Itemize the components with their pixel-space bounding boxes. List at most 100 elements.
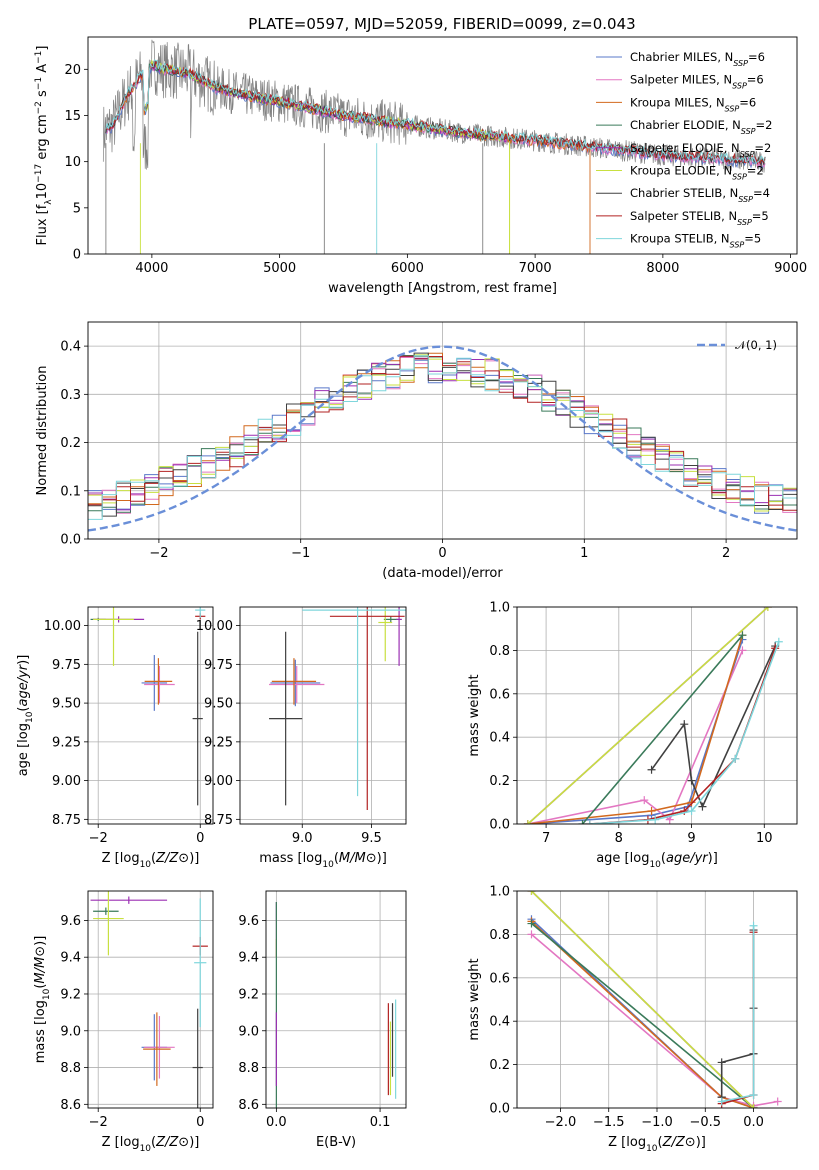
y-tick-label: 10.00 bbox=[44, 619, 81, 634]
point-kroupa-miles bbox=[143, 1012, 171, 1086]
series-marker bbox=[680, 720, 689, 729]
series-kroupa-stelib bbox=[717, 921, 758, 1106]
series-marker bbox=[680, 806, 689, 815]
plot-area bbox=[527, 891, 782, 1108]
x-axis-label: Z [log10(Z/Z⊙)] bbox=[102, 851, 200, 870]
y-tick-label: 9.4 bbox=[238, 951, 259, 966]
y-tick-label: 8.8 bbox=[60, 1061, 81, 1076]
series-line bbox=[530, 891, 755, 1108]
y-tick-label: 0.1 bbox=[60, 484, 81, 499]
y-tick-label: 20 bbox=[64, 63, 81, 78]
axes-frame bbox=[87, 321, 798, 540]
point-kroupa-miles bbox=[144, 658, 173, 705]
series-line bbox=[530, 922, 755, 1108]
legend-label-chabrier-elodie: Chabrier ELODIE, NSSP=2 bbox=[630, 118, 772, 136]
y-tick-label: 0.8 bbox=[489, 928, 510, 943]
point-chabrier-elodie bbox=[93, 907, 119, 915]
y-tick-label: 8.6 bbox=[60, 1098, 81, 1113]
y-tick-label: 9.00 bbox=[52, 774, 81, 789]
y-tick-label: 9.00 bbox=[204, 774, 233, 789]
axes-frame bbox=[239, 606, 407, 825]
y-tick-label: 0.0 bbox=[60, 533, 81, 548]
series-line bbox=[530, 933, 778, 1107]
series-salpeter-stelib bbox=[585, 644, 780, 824]
point-chabrier-miles bbox=[270, 659, 321, 707]
y-tick-label: 8.8 bbox=[238, 1061, 259, 1076]
y-tick-label: 0.2 bbox=[60, 436, 81, 451]
histogram-kroupa-stelib bbox=[88, 355, 797, 520]
x-tick-label: −1.5 bbox=[593, 1115, 625, 1130]
series-marker bbox=[763, 607, 772, 611]
point-chabrier-stelib bbox=[269, 631, 303, 806]
x-tick-label: 6000 bbox=[391, 261, 424, 276]
point-kroupa-miles bbox=[271, 658, 317, 705]
legend-label-chabrier-miles: Chabrier MILES, NSSP=6 bbox=[630, 50, 765, 68]
x-tick-label: 0.1 bbox=[370, 1115, 391, 1130]
y-tick-label: 9.25 bbox=[52, 735, 81, 750]
legend-label-chabrier-stelib: Chabrier STELIB, NSSP=4 bbox=[630, 186, 770, 204]
y-tick-label: 9.50 bbox=[52, 697, 81, 712]
series-line bbox=[589, 641, 780, 824]
y-tick-label: 0.6 bbox=[489, 971, 510, 986]
series-salpeter-stelib bbox=[717, 928, 758, 1108]
axes-frame bbox=[516, 606, 798, 825]
y-tick-label: 8.75 bbox=[204, 813, 233, 828]
x-tick-label: −2 bbox=[89, 831, 108, 846]
plot-area bbox=[88, 345, 797, 532]
series-line bbox=[527, 639, 744, 824]
series-marker bbox=[738, 631, 747, 640]
residuals-panel: −2 −1 0 1 2 0.0 0.1 0.2 0.3 0.4 (data-model)/error… bbox=[35, 321, 798, 581]
series-line bbox=[720, 930, 755, 1098]
series-marker bbox=[749, 1104, 758, 1108]
y-tick-label: 0.0 bbox=[489, 1102, 510, 1117]
y-tick-label: 0.2 bbox=[489, 1058, 510, 1073]
x-tick-label: 1 bbox=[580, 546, 588, 561]
y-axis-label: mass [log10(M/M⊙)] bbox=[33, 936, 52, 1064]
model-kroupa-stelib bbox=[105, 58, 766, 165]
series-marker bbox=[647, 806, 656, 815]
legend-label-kroupa-miles: Kroupa MILES, NSSP=6 bbox=[630, 95, 756, 113]
x-axis-label: mass [log10(M/M⊙)] bbox=[259, 851, 387, 870]
series-marker bbox=[651, 815, 660, 824]
mass-vs-ebv-panel: 0.0 0.1 8.6 8.8 9.0 9.2 9.4 9.6 E(B-V) bbox=[238, 890, 407, 1150]
x-tick-label: 0 bbox=[196, 1115, 204, 1130]
legend-label-salpeter-elodie: Salpeter ELODIE, NSSP=2 bbox=[630, 141, 771, 159]
x-axis-label: Z [log10(Z/Z⊙)] bbox=[608, 1135, 706, 1154]
series-kroupa-stelib bbox=[585, 637, 783, 824]
x-axis-label: age [log10(age/yr)] bbox=[596, 851, 718, 870]
age-vs-mass-panel: 9.0 9.5 8.75 9.00 9.25 9.50 9.75 10.00 mass [log… bbox=[196, 606, 407, 870]
legend: Chabrier MILES, NSSP=6 Salpeter MILES, NS… bbox=[596, 50, 772, 249]
point-salpeter-miles bbox=[144, 1016, 175, 1079]
x-tick-label: 4000 bbox=[135, 261, 168, 276]
x-axis-label: (data-model)/error bbox=[382, 566, 503, 581]
x-tick-label: −1 bbox=[291, 546, 310, 561]
x-tick-label: 0 bbox=[196, 831, 204, 846]
y-tick-label: 0.0 bbox=[489, 818, 510, 833]
point-kroupa-stelib bbox=[194, 898, 207, 1028]
x-tick-label: 9 bbox=[687, 831, 695, 846]
x-tick-label: 0 bbox=[438, 546, 446, 561]
y-axis-label: Normed distribution bbox=[35, 366, 50, 496]
plot-area bbox=[269, 607, 406, 811]
plot-area bbox=[90, 891, 208, 1108]
series-marker bbox=[749, 921, 758, 930]
y-axis-label: age [log10(age/yr)] bbox=[16, 655, 35, 777]
x-tick-label: 9.0 bbox=[292, 831, 313, 846]
y-tick-label: 9.4 bbox=[60, 951, 81, 966]
series-marker bbox=[731, 754, 740, 763]
legend-label-normal: 𝒩(0, 1) bbox=[735, 338, 777, 352]
y-axis-label: mass weight bbox=[467, 958, 482, 1040]
series-marker bbox=[717, 1097, 726, 1106]
point-salpeter-elodie bbox=[90, 896, 168, 904]
series-chabrier-elodie bbox=[578, 631, 747, 824]
y-tick-label: 8.75 bbox=[52, 813, 81, 828]
series-line bbox=[527, 607, 769, 824]
y-tick-label: 9.25 bbox=[204, 735, 233, 750]
model-kroupa-miles bbox=[113, 62, 591, 254]
normal-curve bbox=[88, 345, 797, 532]
y-tick-label: 10 bbox=[64, 155, 81, 170]
series-marker bbox=[585, 820, 594, 824]
x-tick-label: 9000 bbox=[774, 261, 807, 276]
y-tick-label: 9.2 bbox=[238, 987, 259, 1002]
plot-area bbox=[523, 607, 783, 824]
